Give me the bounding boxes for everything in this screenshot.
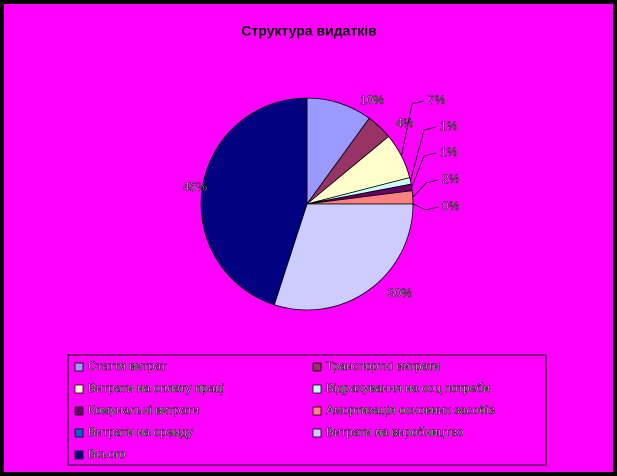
legend-label: Всього [88, 447, 126, 461]
legend-swatch [312, 384, 322, 394]
data-label: 45% [183, 180, 207, 194]
leader-line [412, 179, 439, 198]
legend-label: Витрати на оренду [88, 425, 193, 439]
data-label: 0% [442, 199, 460, 213]
legend-swatch [74, 450, 84, 460]
legend-swatch [312, 406, 322, 416]
legend-swatch [74, 362, 84, 372]
legend-label: Комунальні витрати [88, 403, 199, 417]
legend-swatch [312, 428, 322, 438]
pie-slice [200, 97, 308, 306]
data-label: 30% [388, 286, 412, 300]
leader-line [412, 203, 439, 211]
pie-slice [273, 203, 414, 311]
data-label: 1% [440, 145, 458, 159]
leader-line [411, 152, 437, 188]
legend-label: Витрати на оплату праці [88, 381, 224, 395]
legend-label: Стаття витрат [88, 359, 167, 373]
legend-swatch [74, 406, 84, 416]
chart-title: Структура видатків [241, 23, 377, 39]
data-label: 7% [428, 93, 446, 107]
legend-swatch [74, 384, 84, 394]
leader-line [410, 126, 437, 181]
data-label: 10% [360, 93, 384, 107]
legend-swatch [74, 428, 84, 438]
legend-label: Транспортні витрати [326, 359, 440, 373]
legend-label: Відрахування на соц потреби [326, 381, 490, 395]
leader-line [401, 100, 425, 156]
legend-label: Амортизація основних засобів [326, 403, 495, 417]
data-label: 4% [396, 116, 414, 130]
data-label: 1% [440, 119, 458, 133]
legend-label: Витрати на виробництво [326, 425, 464, 439]
legend-box [67, 354, 547, 466]
legend-swatch [312, 362, 322, 372]
data-label: 2% [442, 172, 460, 186]
